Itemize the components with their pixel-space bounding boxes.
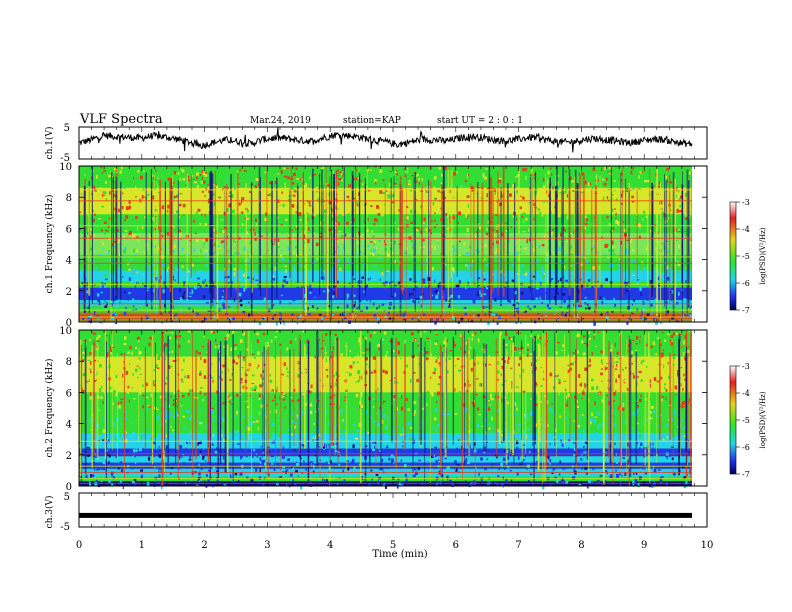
- ch1-spectrogram-ytick: 0: [66, 318, 72, 329]
- ch2-spectrogram-ytick: 6: [66, 388, 72, 399]
- ch3-ytick-top: 5: [64, 492, 70, 503]
- time-axis-tick: 6: [453, 540, 459, 551]
- ch1-waveform-line: [79, 127, 693, 153]
- date-label: Mar.24, 2019: [250, 116, 311, 126]
- ch1-spectrogram-ytick: 6: [66, 224, 72, 235]
- time-axis-label: Time (min): [372, 549, 427, 560]
- ch1-spectrogram-heatmap: [79, 166, 707, 326]
- ch2-spectrogram-ylabel: ch.2 Frequency (kHz): [44, 359, 55, 458]
- ch3-waveform-ylabel: ch.3(V): [44, 496, 55, 529]
- ch2-spectrogram-ytick: 8: [66, 357, 72, 368]
- time-axis-tick: 7: [515, 540, 521, 551]
- ch1-ytick-bottom: -5: [60, 153, 70, 164]
- ch1-colorbar-tick: -5: [742, 252, 750, 261]
- start-time-label: start UT = 2 : 0 : 1: [437, 116, 523, 126]
- time-axis-tick: 8: [578, 540, 584, 551]
- ch2-spectrogram-heatmap: [79, 330, 707, 490]
- time-axis-tick: 9: [641, 540, 647, 551]
- ch1-colorbar-label: log(PSD)(V²/Hz): [759, 227, 767, 284]
- station-label: station=KAP: [343, 116, 401, 126]
- ch2-colorbar-tick: -3: [742, 362, 750, 371]
- ch2-colorbar: [729, 365, 737, 475]
- ch1-colorbar-tick: -3: [742, 198, 750, 207]
- ch1-colorbar-tick: -6: [742, 279, 750, 288]
- ch2-spectrogram-ytick: 0: [66, 482, 72, 493]
- ch1-ytick-top: 5: [64, 123, 70, 134]
- ch2-colorbar-tick: -5: [742, 416, 750, 425]
- ch1-spectrogram-ytick: 4: [66, 256, 72, 267]
- time-axis-tick: 3: [264, 540, 270, 551]
- ch2-spectrogram-ytick: 4: [66, 420, 72, 431]
- panel-ch3-waveform: 5 -5 ch.3(V): [44, 492, 708, 533]
- time-axis-tick: 0: [76, 540, 82, 551]
- ch1-waveform-ylabel: ch.1(V): [44, 127, 55, 160]
- ch2-colorbar-label: log(PSD)(V²/Hz): [759, 391, 767, 448]
- ch1-spectrogram-ytick: 8: [66, 193, 72, 204]
- figure-title: VLF Spectra: [79, 112, 163, 127]
- ch1-colorbar: [729, 201, 737, 311]
- ch2-spectrogram-ytick: 10: [59, 326, 72, 337]
- time-axis-tick: 10: [701, 540, 714, 551]
- ch1-colorbar-tick: -7: [742, 306, 750, 315]
- ch2-colorbar-tick: -7: [742, 470, 750, 479]
- time-axis-tick: 4: [327, 540, 333, 551]
- ch1-colorbar-tick: -4: [742, 225, 750, 234]
- ch2-colorbar-tick: -6: [742, 443, 750, 452]
- time-axis: 0 1 2 3 4 5 6 7 8 9 10: [76, 540, 714, 551]
- time-axis-tick: 5: [390, 540, 396, 551]
- ch1-spectrogram-ytick: 10: [59, 162, 72, 173]
- ch2-spectrogram-ytick: 2: [66, 451, 72, 462]
- ch3-waveform-line: [79, 512, 692, 518]
- time-axis-tick: 1: [139, 540, 145, 551]
- ch3-ytick-bottom: -5: [60, 522, 70, 533]
- ch1-spectrogram-ytick: 2: [66, 287, 72, 298]
- ch2-colorbar-tick: -4: [742, 389, 750, 398]
- time-axis-tick: 2: [201, 540, 207, 551]
- ch1-spectrogram-ylabel: ch.1 Frequency (kHz): [44, 195, 55, 294]
- panel-ch1-waveform: 5 -5 ch.1(V): [44, 123, 708, 164]
